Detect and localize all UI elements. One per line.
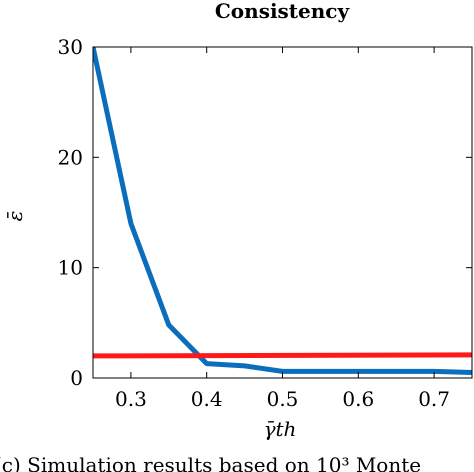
x-tick-label: 0.6 [342, 387, 374, 411]
series-line-0 [93, 47, 472, 375]
y-tick-label: 0 [70, 366, 83, 390]
x-axis-label: γ̄th [264, 417, 297, 441]
plot-area [93, 47, 472, 375]
series-line-1 [93, 352, 472, 359]
y-tick-label: 20 [58, 145, 83, 169]
y-tick-label: 30 [58, 35, 83, 59]
axes: 0.3 0.4 0.5 0.6 0.7 0 10 20 30 [58, 35, 473, 411]
x-tick-label: 0.5 [267, 387, 299, 411]
x-tick-label: 0.3 [115, 387, 147, 411]
figure-caption: (c) Simulation results based on 10³ Mont… [0, 453, 421, 472]
x-tick-label: 0.4 [191, 387, 223, 411]
x-tick-label: 0.7 [418, 387, 450, 411]
y-tick-label: 10 [58, 256, 83, 280]
labels: Consistency γ̄th ε̄ (c) Simulation resul… [0, 0, 421, 472]
y-axis-label: ε̄ [3, 211, 27, 222]
axes-frame [92, 46, 473, 379]
chart-title: Consistency [215, 0, 351, 23]
